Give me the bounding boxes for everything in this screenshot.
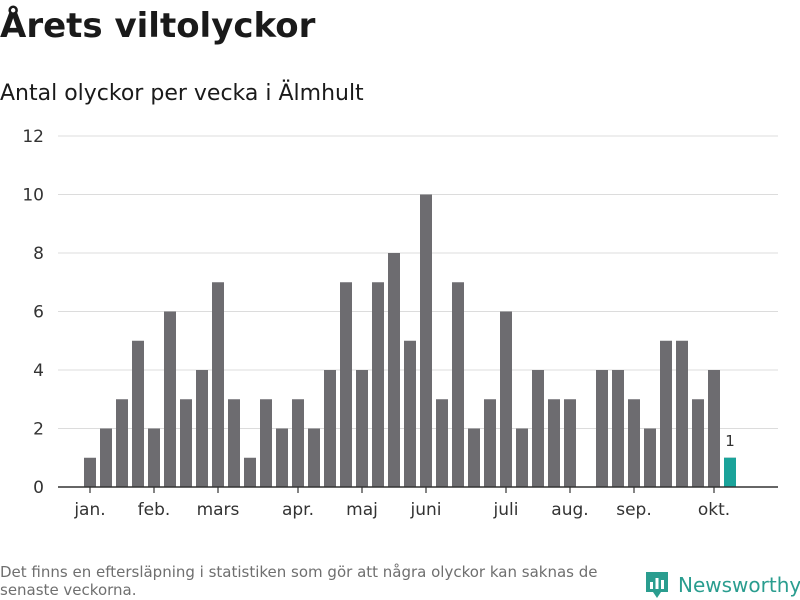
- bar: [516, 428, 528, 487]
- newsworthy-logo-icon: [646, 572, 668, 598]
- bar: [692, 399, 704, 487]
- bar: [356, 370, 368, 487]
- x-tick-label: sep.: [616, 500, 652, 520]
- bar: [676, 340, 688, 487]
- bar: [708, 370, 720, 487]
- bar: [484, 399, 496, 487]
- bar: [308, 428, 320, 487]
- bar: [116, 399, 128, 487]
- bar: [260, 399, 272, 487]
- bar: [436, 399, 448, 487]
- bar: [84, 457, 96, 487]
- x-tick-label: juli: [493, 500, 519, 520]
- bar: [196, 370, 208, 487]
- chart-subtitle: Antal olyckor per vecka i Älmhult: [0, 81, 364, 106]
- x-tick-label: aug.: [551, 500, 588, 520]
- bar: [660, 340, 672, 487]
- x-tick-label: mars: [197, 500, 240, 520]
- y-tick-label: 2: [33, 420, 44, 440]
- y-tick-label: 12: [22, 127, 44, 147]
- y-tick-label: 10: [22, 186, 44, 206]
- bar: [596, 370, 608, 487]
- bar: [100, 428, 112, 487]
- footnote: Det finns en eftersläpning i statistiken…: [0, 563, 598, 599]
- x-tick-label: feb.: [138, 500, 171, 520]
- bar: [404, 340, 416, 487]
- y-tick-label: 8: [33, 244, 44, 264]
- bar: [468, 428, 480, 487]
- brand: Newsworthy: [644, 570, 800, 600]
- bar: [340, 282, 352, 487]
- x-tick-label: okt.: [698, 500, 730, 520]
- x-tick-label: juni: [410, 500, 442, 520]
- bar: [644, 428, 656, 487]
- bar: [164, 311, 176, 487]
- bar: [564, 399, 576, 487]
- bar: [372, 282, 384, 487]
- y-tick-label: 4: [33, 361, 44, 381]
- bar: [324, 370, 336, 487]
- bar: [244, 457, 256, 487]
- y-tick-label: 6: [33, 303, 44, 323]
- bar: [420, 194, 432, 487]
- bar: [228, 399, 240, 487]
- x-tick-label: apr.: [282, 500, 314, 520]
- bar-chart: 0 2 4 6 8 10 12 1 jan. feb. mars apr. maj juni juli aug…: [22, 127, 778, 520]
- chart-title: Årets viltolyckor: [0, 6, 316, 46]
- bar: [292, 399, 304, 487]
- bar: [532, 370, 544, 487]
- bar: [388, 253, 400, 487]
- highlight-bar: [724, 457, 736, 487]
- bar: [548, 399, 560, 487]
- bar: [276, 428, 288, 487]
- bar: [148, 428, 160, 487]
- bar: [212, 282, 224, 487]
- x-tick-label: jan.: [73, 500, 105, 520]
- bar: [628, 399, 640, 487]
- data-label: 1: [725, 432, 735, 450]
- bar: [452, 282, 464, 487]
- bar: [132, 340, 144, 487]
- brand-name: Newsworthy: [678, 573, 800, 597]
- bar: [180, 399, 192, 487]
- x-tick-label: maj: [346, 500, 378, 520]
- bar: [500, 311, 512, 487]
- y-tick-label: 0: [33, 478, 44, 498]
- bar: [612, 370, 624, 487]
